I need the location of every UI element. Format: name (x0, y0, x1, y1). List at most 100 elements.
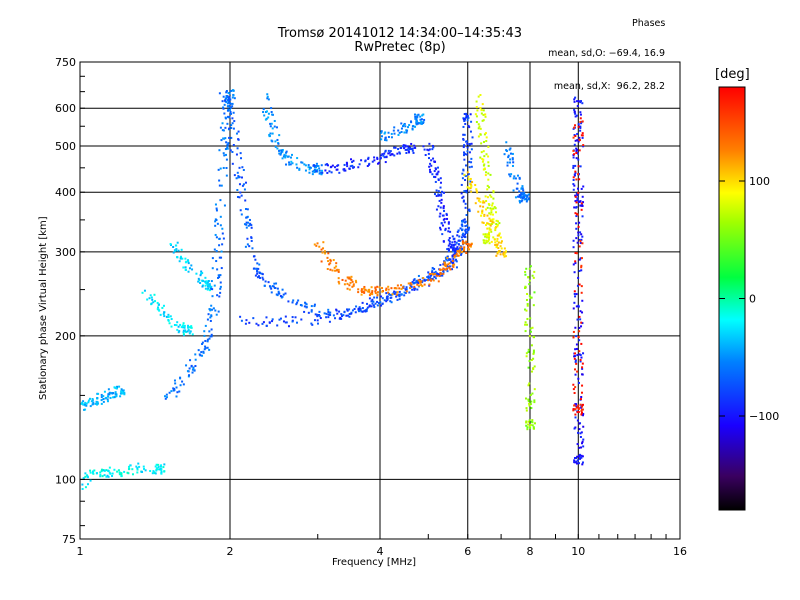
data-point (464, 116, 467, 119)
data-point (328, 313, 331, 316)
data-point (409, 282, 412, 285)
data-point (225, 91, 228, 94)
data-point (168, 322, 171, 325)
data-point (159, 468, 162, 471)
data-point (436, 166, 439, 169)
data-point (411, 288, 414, 291)
data-point (465, 115, 468, 118)
data-point (484, 132, 487, 135)
data-point (423, 283, 426, 286)
data-point (119, 395, 122, 398)
data-point (532, 427, 535, 430)
data-point (337, 280, 340, 283)
data-point (456, 254, 459, 257)
data-point (114, 386, 117, 389)
data-point (106, 400, 109, 403)
colorbar-tick-label: 100 (749, 175, 770, 188)
data-point (187, 324, 190, 327)
data-point (308, 171, 311, 174)
data-point (470, 142, 473, 145)
data-point (573, 292, 576, 295)
data-point (464, 206, 467, 209)
data-point (464, 230, 467, 233)
data-point (467, 173, 470, 176)
data-point (398, 295, 401, 298)
data-point (422, 145, 425, 148)
data-point (165, 393, 168, 396)
data-point (167, 318, 170, 321)
data-point (428, 148, 431, 151)
data-point (278, 152, 281, 155)
data-point (448, 248, 451, 251)
data-point (330, 165, 333, 168)
data-point (476, 191, 479, 194)
data-point (346, 162, 349, 165)
data-point (387, 152, 390, 155)
data-point (475, 189, 478, 192)
data-point (366, 302, 369, 305)
data-point (463, 133, 466, 136)
data-point (446, 270, 449, 273)
data-point (467, 248, 470, 251)
data-point (369, 292, 372, 295)
data-point (146, 298, 149, 301)
data-point (580, 356, 583, 359)
y-tick-label: 300 (55, 246, 76, 259)
data-point (400, 130, 403, 133)
data-point (229, 98, 232, 101)
data-point (263, 284, 266, 287)
data-point (376, 300, 379, 303)
y-axis-title: Stationary phase Virtual Height [km] (38, 216, 49, 400)
data-point (313, 164, 316, 167)
data-point (413, 278, 416, 281)
data-point (341, 315, 344, 318)
data-point (113, 396, 116, 399)
data-point (576, 318, 579, 321)
data-point (182, 331, 185, 334)
data-point (580, 395, 583, 398)
data-point (461, 239, 464, 242)
data-point (502, 251, 505, 254)
y-tick-label: 400 (55, 186, 76, 199)
data-point (487, 155, 490, 158)
data-point (575, 192, 578, 195)
data-point (527, 366, 530, 369)
data-point (529, 265, 532, 268)
data-point (360, 310, 363, 313)
data-point (271, 285, 274, 288)
data-point (418, 279, 421, 282)
data-point (154, 472, 157, 475)
data-point (399, 152, 402, 155)
data-point (454, 243, 457, 246)
data-point (575, 406, 578, 409)
data-point (529, 327, 532, 330)
data-point (142, 465, 145, 468)
data-point (572, 408, 575, 411)
data-point (445, 258, 448, 261)
data-point (527, 399, 530, 402)
data-point (303, 163, 306, 166)
data-point (271, 140, 274, 143)
data-point (395, 295, 398, 298)
data-point (522, 189, 525, 192)
data-point (465, 112, 468, 115)
data-point (355, 281, 358, 284)
data-point (451, 264, 454, 267)
data-point (393, 292, 396, 295)
data-point (88, 397, 91, 400)
data-point (109, 472, 112, 475)
data-point (222, 129, 225, 132)
data-point (252, 317, 255, 320)
data-point (224, 116, 227, 119)
data-point (324, 169, 327, 172)
data-point (404, 288, 407, 291)
data-point (487, 172, 490, 175)
data-point (377, 302, 380, 305)
data-point (579, 125, 582, 128)
data-point (452, 250, 455, 253)
data-point (85, 402, 88, 405)
data-point (152, 470, 155, 473)
data-point (580, 269, 583, 272)
data-point (204, 284, 207, 287)
